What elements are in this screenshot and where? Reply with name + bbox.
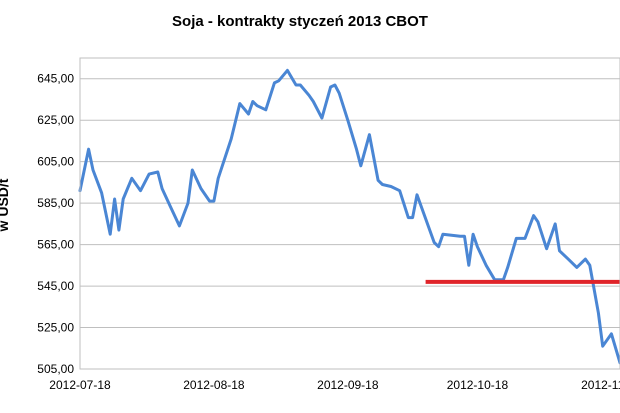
x-tick-label: 2012-10-18 <box>447 378 509 392</box>
x-axis-ticks: 2012-07-18 2012-08-18 2012-09-18 2012-10-18… <box>49 378 620 392</box>
y-tick-label: 645,00 <box>37 72 74 86</box>
y-tick-label: 625,00 <box>37 113 74 127</box>
y-tick-label: 565,00 <box>37 238 74 252</box>
y-tick-label: 605,00 <box>37 155 74 169</box>
x-tick-label: 2012-11-18 <box>581 378 620 392</box>
x-tick-label: 2012-08-18 <box>183 378 245 392</box>
y-tick-label: 505,00 <box>37 362 74 376</box>
series-line <box>78 68 620 365</box>
plot-frame <box>79 57 620 370</box>
y-tick-label: 545,00 <box>37 279 74 293</box>
x-tick-label: 2012-07-18 <box>49 378 111 392</box>
series-group <box>78 68 620 365</box>
chart-title: Soja - kontrakty styczeń 2013 CBOT <box>172 13 428 30</box>
y-axis-ticks: 505,00 525,00 545,00 565,00 585,00 605,00 625,… <box>37 72 74 376</box>
x-tick-label: 2012-09-18 <box>317 378 379 392</box>
y-axis-label: w USD/t <box>0 178 11 232</box>
gridlines <box>80 78 620 329</box>
y-tick-label: 585,00 <box>37 196 74 210</box>
y-tick-label: 525,00 <box>37 321 74 335</box>
